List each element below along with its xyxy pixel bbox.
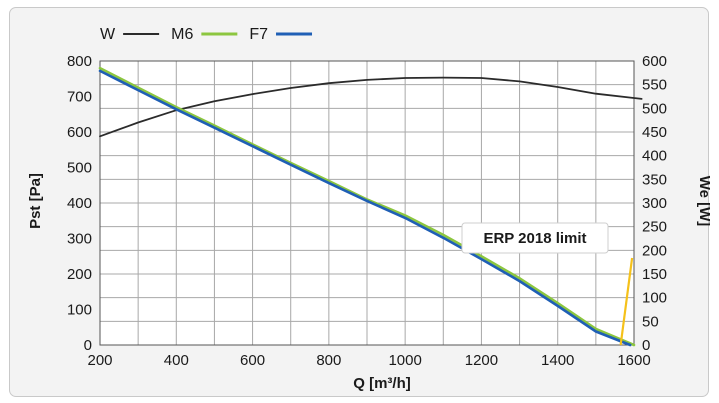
x-axis-label: Q [m³/h]	[353, 375, 411, 392]
y2-tick-label: 100	[642, 290, 667, 307]
y-axis-ticks: 0 100 200 300 400 500 600 700 800	[67, 53, 92, 354]
y2-tick-label: 450	[642, 124, 667, 141]
y2-tick-label: 600	[642, 53, 667, 70]
series-layer	[98, 66, 643, 347]
x-tick-label: 1600	[617, 352, 650, 369]
y2-tick-label: 550	[642, 77, 667, 94]
x-tick-label: 1200	[465, 352, 498, 369]
y-tick-label: 600	[67, 124, 92, 141]
erp-limit-label-box	[461, 222, 609, 254]
plot-border	[99, 60, 635, 346]
y-tick-label: 100	[67, 302, 92, 319]
y2-axis-label: We [W]	[696, 176, 710, 227]
y2-axis-ticks: 0 50 100 150 200 250 300 350 400 450 500 550 600	[642, 53, 667, 354]
y2-tick-label: 250	[642, 219, 667, 236]
y2-tick-label: 300	[642, 195, 667, 212]
y-tick-label: 700	[67, 89, 92, 106]
y2-tick-label: 50	[642, 313, 659, 330]
y-tick-label: 800	[67, 53, 92, 70]
y-tick-label: 0	[84, 337, 92, 354]
x-tick-label: 600	[240, 352, 265, 369]
y2-tick-label: 150	[642, 266, 667, 283]
y2-tick-label: 500	[642, 100, 667, 117]
legend: W M6 F7	[100, 26, 313, 43]
y-tick-label: 400	[67, 195, 92, 212]
legend-label-m6: M6	[171, 26, 193, 43]
erp-limit-label: ERP 2018 limit	[483, 230, 586, 247]
legend-label-f7: F7	[249, 26, 268, 43]
legend-label-w: W	[100, 26, 116, 43]
erp-limit-line	[619, 257, 634, 346]
y2-tick-label: 350	[642, 171, 667, 188]
annotation-layer: ERP 2018 limit	[461, 222, 634, 346]
series-line-f7	[98, 69, 632, 347]
x-tick-label: 800	[316, 352, 341, 369]
y-axis-label: Pst [Pa]	[27, 173, 44, 229]
series-line-w	[99, 76, 643, 138]
x-tick-label: 200	[87, 352, 112, 369]
fan-curve-chart: 200 400 600 800 1000 1200 1400 1600 01002003004…	[27, 26, 710, 392]
chart-frame: 200 400 600 800 1000 1200 1400 1600 0 100 200 300 4…	[9, 7, 710, 397]
y-tick-label: 200	[67, 266, 92, 283]
y-tick-label: 300	[67, 231, 92, 248]
y2-tick-label: 0	[642, 337, 650, 354]
x-axis-ticks: 200 400 600 800 1000 1200 1400 1600	[87, 352, 650, 369]
x-tick-label: 1000	[388, 352, 421, 369]
y2-tick-label: 400	[642, 148, 667, 165]
y2-tick-label: 200	[642, 242, 667, 259]
x-tick-label: 1400	[541, 352, 574, 369]
y-tick-label: 500	[67, 160, 92, 177]
x-tick-label: 400	[164, 352, 189, 369]
